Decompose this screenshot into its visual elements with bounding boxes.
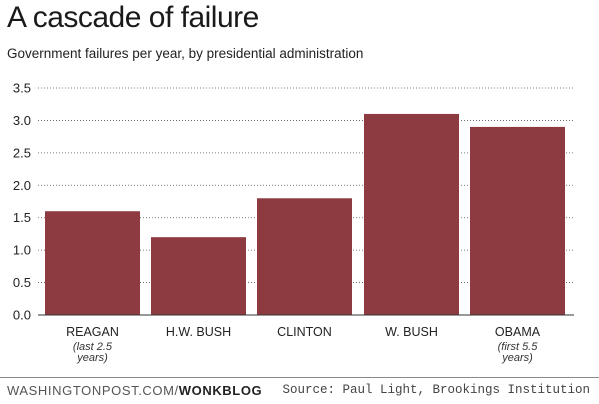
x-tick-label: CLINTON (277, 325, 332, 339)
y-tick-label: 1.0 (13, 243, 31, 258)
y-tick-label: 0.0 (13, 308, 31, 323)
y-tick-label: 2.0 (13, 178, 31, 193)
y-tick-label: 3.0 (13, 113, 31, 128)
bar (45, 211, 140, 315)
bar (364, 113, 459, 315)
y-tick-label: 1.5 (13, 210, 31, 225)
x-tick-note: (last 2.5 (73, 341, 113, 353)
footer-site: WASHINGTONPOST.COM/ (7, 383, 179, 398)
bar (470, 126, 565, 316)
x-tick-label: OBAMA (495, 325, 541, 339)
y-tick-label: 2.5 (13, 145, 31, 160)
footer-brand: WONKBLOG (178, 383, 263, 398)
footer-credit: WASHINGTONPOST.COM/WONKBLOG (7, 383, 262, 398)
y-tick-label: 3.5 (13, 81, 31, 96)
x-tick-label: H.W. BUSH (166, 325, 231, 339)
footer-source: Source: Paul Light, Brookings Institutio… (282, 383, 590, 397)
y-tick-label: 0.5 (13, 275, 31, 290)
bar (257, 198, 352, 315)
x-tick-note: (first 5.5 (498, 341, 539, 353)
bar (151, 237, 246, 315)
footer-divider (0, 377, 599, 378)
x-tick-label: W. BUSH (385, 325, 438, 339)
x-tick-note: years) (76, 352, 108, 364)
chart-title: A cascade of failure (7, 1, 259, 34)
chart-subtitle: Government failures per year, by preside… (7, 46, 364, 61)
x-tick-label: REAGAN (66, 325, 119, 339)
x-tick-note: years) (501, 352, 533, 364)
